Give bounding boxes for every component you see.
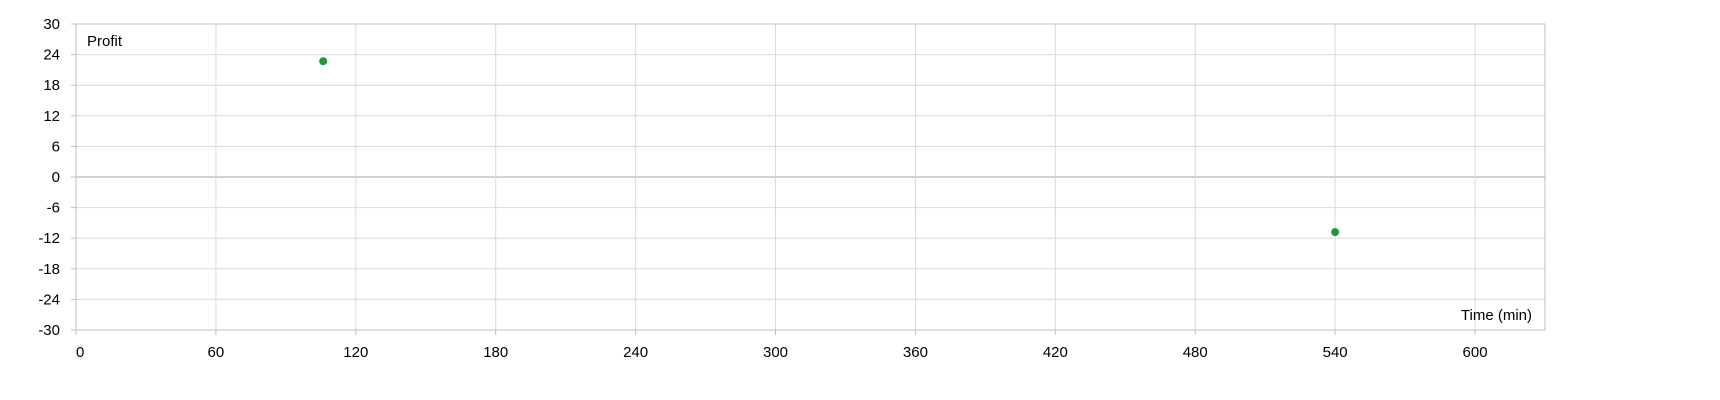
- x-tick-label: 600: [1463, 344, 1488, 361]
- data-point: [319, 57, 328, 66]
- x-tick-label: 420: [1043, 344, 1068, 361]
- y-tick-label: -6: [47, 200, 60, 217]
- x-tick-label: 0: [76, 344, 84, 361]
- y-tick-label: 0: [52, 169, 60, 186]
- y-tick-label: 30: [43, 16, 60, 33]
- y-tick-label: 18: [43, 77, 60, 94]
- x-tick-label: 120: [343, 344, 368, 361]
- plot-frame: [75, 23, 1546, 331]
- y-tick-label: 24: [43, 47, 60, 64]
- y-axis-title: Profit: [87, 33, 123, 50]
- data-points: [319, 57, 1340, 237]
- y-tick-label: -18: [38, 261, 60, 278]
- y-tick-label: -12: [38, 230, 60, 247]
- y-tick-label: -30: [38, 322, 60, 339]
- x-tick-label: 360: [903, 344, 928, 361]
- x-tick-label: 480: [1183, 344, 1208, 361]
- y-tick-label: 6: [52, 138, 60, 155]
- x-tick-label: 60: [208, 344, 225, 361]
- data-point: [1331, 228, 1340, 237]
- x-axis-title: Time (min): [1461, 307, 1532, 324]
- y-tick-label: 12: [43, 108, 60, 125]
- x-tick-label: 180: [483, 344, 508, 361]
- x-tick-label: 300: [763, 344, 788, 361]
- x-tick-label: 540: [1323, 344, 1348, 361]
- x-tick-label: 240: [623, 344, 648, 361]
- y-tick-label: -24: [38, 291, 60, 308]
